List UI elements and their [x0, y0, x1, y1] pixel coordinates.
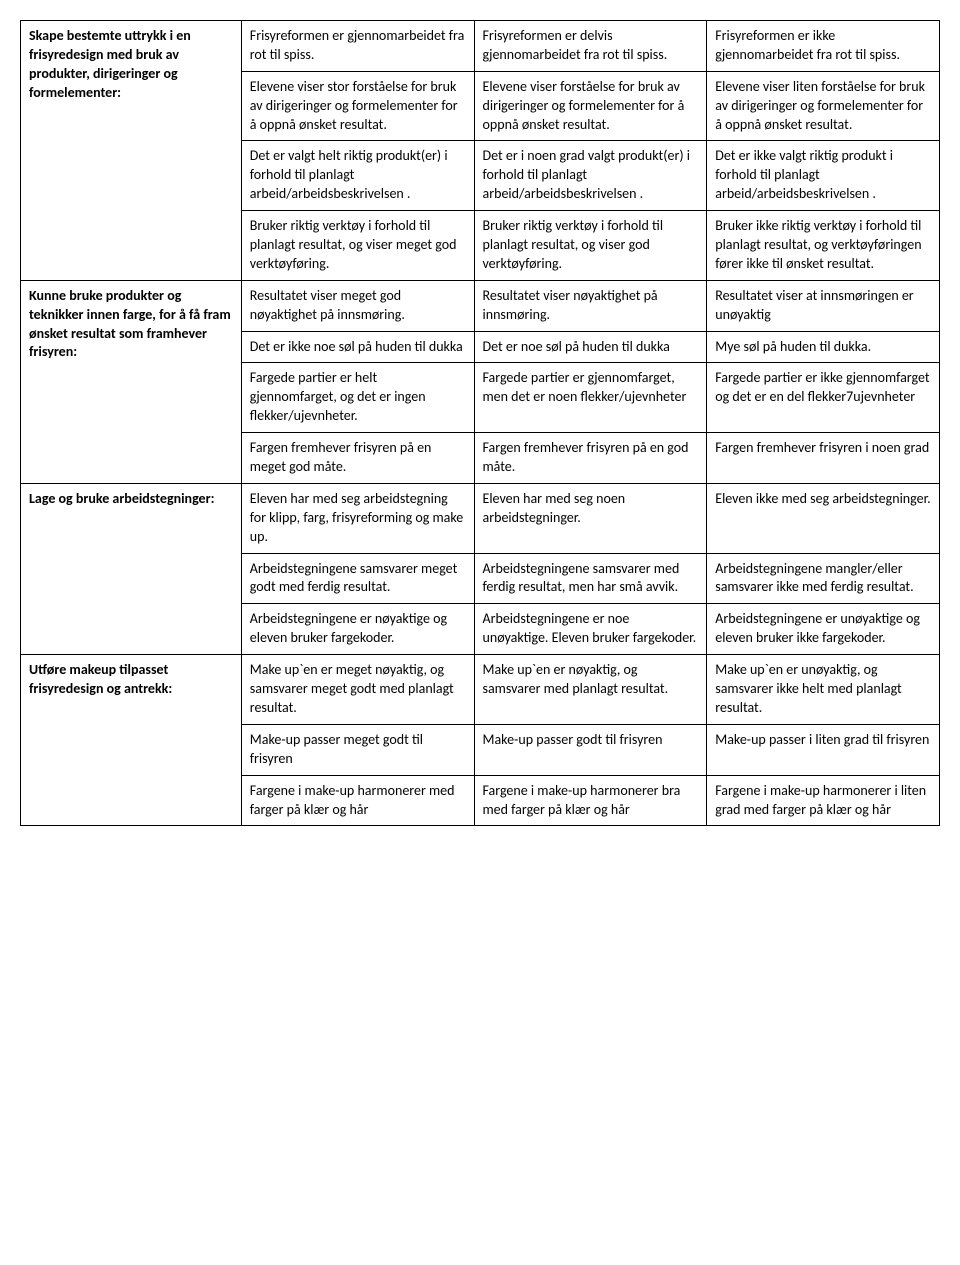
table-row: Lage og bruke arbeidstegninger: Eleven h… [21, 483, 940, 553]
cell-mid: Frisyreformen er delvis gjennomarbeidet … [474, 21, 707, 72]
table-row: Skape bestemte uttrykk i en frisyredesig… [21, 21, 940, 72]
cell-high: Make up`en er meget nøyaktig, og samsvar… [241, 655, 474, 725]
cell-low: Elevene viser liten forståelse for bruk … [707, 71, 940, 141]
section-header: Skape bestemte uttrykk i en frisyredesig… [21, 21, 242, 281]
cell-high: Fargen fremhever frisyren på en meget go… [241, 433, 474, 484]
cell-low: Resultatet viser at innsmøringen er unøy… [707, 280, 940, 331]
rubric-table: Skape bestemte uttrykk i en frisyredesig… [20, 20, 940, 826]
cell-high: Bruker riktig verktøy i forhold til plan… [241, 211, 474, 281]
section-header: Kunne bruke produkter og teknikker innen… [21, 280, 242, 483]
table-row: Kunne bruke produkter og teknikker innen… [21, 280, 940, 331]
table-row: Utføre makeup tilpasset frisyredesign og… [21, 655, 940, 725]
cell-high: Fargede partier er helt gjennomfarget, o… [241, 363, 474, 433]
rubric-body: Skape bestemte uttrykk i en frisyredesig… [21, 21, 940, 826]
cell-low: Bruker ikke riktig verktøy i forhold til… [707, 211, 940, 281]
cell-high: Arbeidstegningene er nøyaktige og eleven… [241, 604, 474, 655]
cell-mid: Resultatet viser nøyaktighet på innsmøri… [474, 280, 707, 331]
cell-high: Make-up passer meget godt til frisyren [241, 724, 474, 775]
cell-high: Arbeidstegningene samsvarer meget godt m… [241, 553, 474, 604]
cell-low: Fargene i make-up harmonerer i liten gra… [707, 775, 940, 826]
cell-low: Mye søl på huden til dukka. [707, 331, 940, 363]
cell-high: Resultatet viser meget god nøyaktighet p… [241, 280, 474, 331]
cell-mid: Fargede partier er gjennomfarget, men de… [474, 363, 707, 433]
cell-mid: Make up`en er nøyaktig, og samsvarer med… [474, 655, 707, 725]
cell-low: Arbeidstegningene er unøyaktige og eleve… [707, 604, 940, 655]
cell-mid: Det er i noen grad valgt produkt(er) i f… [474, 141, 707, 211]
cell-mid: Elevene viser forståelse for bruk av dir… [474, 71, 707, 141]
cell-mid: Det er noe søl på huden til dukka [474, 331, 707, 363]
section-header: Lage og bruke arbeidstegninger: [21, 483, 242, 654]
cell-mid: Make-up passer godt til frisyren [474, 724, 707, 775]
cell-high: Elevene viser stor forståelse for bruk a… [241, 71, 474, 141]
cell-low: Det er ikke valgt riktig produkt i forho… [707, 141, 940, 211]
cell-high: Frisyreformen er gjennomarbeidet fra rot… [241, 21, 474, 72]
cell-mid: Eleven har med seg noen arbeidstegninger… [474, 483, 707, 553]
cell-mid: Bruker riktig verktøy i forhold til plan… [474, 211, 707, 281]
cell-mid: Fargen fremhever frisyren på en god måte… [474, 433, 707, 484]
cell-high: Det er ikke noe søl på huden til dukka [241, 331, 474, 363]
cell-low: Make up`en er unøyaktig, og samsvarer ik… [707, 655, 940, 725]
cell-mid: Fargene i make-up harmonerer bra med far… [474, 775, 707, 826]
cell-low: Eleven ikke med seg arbeidstegninger. [707, 483, 940, 553]
cell-low: Arbeidstegningene mangler/eller samsvare… [707, 553, 940, 604]
cell-low: Fargen fremhever frisyren i noen grad [707, 433, 940, 484]
cell-high: Det er valgt helt riktig produkt(er) i f… [241, 141, 474, 211]
cell-low: Make-up passer i liten grad til frisyren [707, 724, 940, 775]
cell-high: Fargene i make-up harmonerer med farger … [241, 775, 474, 826]
cell-mid: Arbeidstegningene er noe unøyaktige. Ele… [474, 604, 707, 655]
cell-high: Eleven har med seg arbeidstegning for kl… [241, 483, 474, 553]
section-header: Utføre makeup tilpasset frisyredesign og… [21, 655, 242, 826]
cell-low: Frisyreformen er ikke gjennomarbeidet fr… [707, 21, 940, 72]
cell-low: Fargede partier er ikke gjennomfarget og… [707, 363, 940, 433]
cell-mid: Arbeidstegningene samsvarer med ferdig r… [474, 553, 707, 604]
